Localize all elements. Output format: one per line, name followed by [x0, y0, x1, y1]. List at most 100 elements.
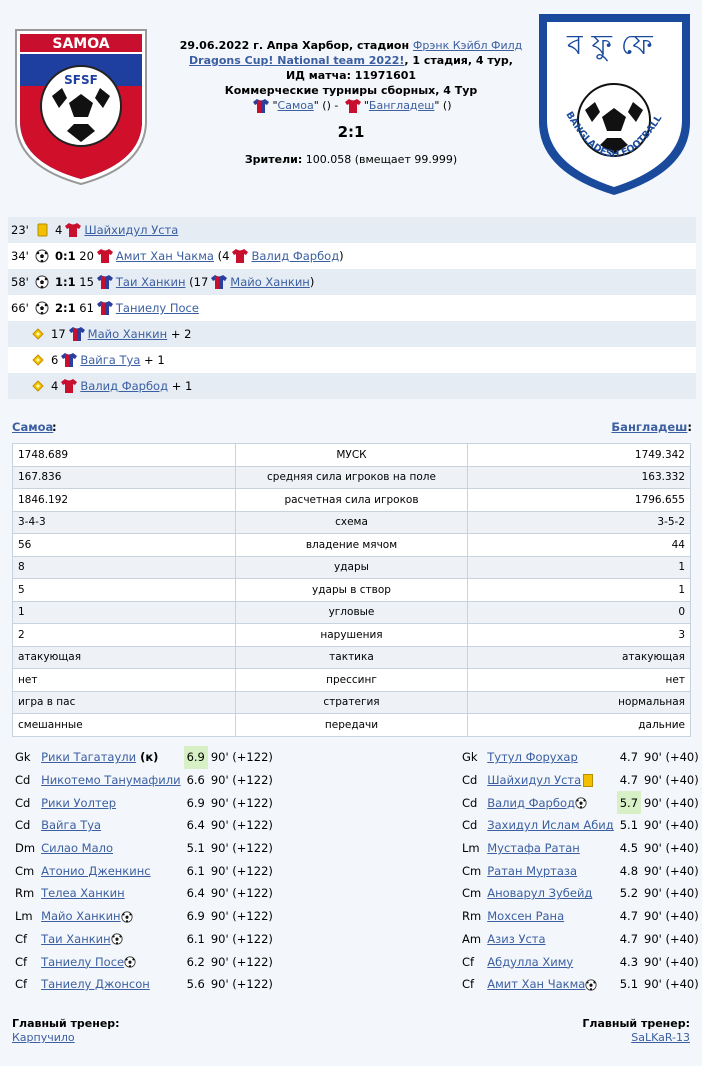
player-rating: 6.9	[183, 746, 208, 769]
event-player-link[interactable]: Таниелу Посе	[115, 301, 199, 315]
event-score: 2:1	[55, 301, 76, 315]
player-minutes: 90' (+40)	[644, 841, 699, 856]
player-name-link[interactable]: Шайхидул Уста	[487, 773, 582, 788]
stat-home-value: 1	[12, 600, 236, 624]
player-name-link[interactable]: Амит Хан Чакма	[487, 977, 586, 992]
player-name-link[interactable]: Азиз Уста	[487, 931, 546, 946]
away-coach: Главный тренер: SaLKaR-13	[582, 1017, 690, 1045]
event-player-link[interactable]: Майо Ханкин	[87, 327, 168, 341]
stat-label: схема	[234, 510, 469, 534]
player-name-link[interactable]: Атонио Дженкинс	[41, 863, 151, 878]
player-name-link[interactable]: Ратан Муртаза	[487, 863, 578, 878]
player-minutes: 90' (+40)	[644, 954, 699, 969]
player-minutes: 90' (+122)	[210, 954, 273, 969]
player-name-link[interactable]: Майо Ханкин	[41, 909, 121, 924]
away-team-title[interactable]: Бангладеш	[611, 420, 688, 434]
player-minutes: 90' (+40)	[644, 863, 699, 878]
player-position: Cd	[15, 818, 31, 833]
player-name-link[interactable]: Таниелу Посе	[41, 954, 125, 969]
stat-row: игра в пас стратегия нормальная	[12, 690, 691, 714]
player-position: Cm	[462, 886, 482, 901]
player-name-link[interactable]: Захидул Ислам Абид	[487, 818, 614, 833]
assist-shirt-icon	[232, 249, 249, 263]
stat-row: 56 владение мячом 44	[12, 533, 691, 557]
player-position: Rm	[15, 886, 35, 901]
player-shirt-icon	[96, 275, 113, 289]
event-player-number: 4	[51, 379, 59, 393]
home-coach-label: Главный тренер:	[12, 1017, 120, 1030]
event-player-link[interactable]: Таи Ханкин	[115, 275, 186, 289]
attendance-label: Зрители:	[244, 153, 303, 166]
player-position: Cm	[462, 863, 482, 878]
player-minutes: 90' (+40)	[644, 795, 699, 810]
event-row: 66' 2:1 61 Таниелу Посе	[8, 295, 696, 321]
bangladesh-team-logo[interactable]: ব ফু ফে BANGLADESH FOOTBALL FEDERATION	[537, 12, 692, 197]
event-row: 17 Майо Ханкин + 2	[8, 321, 696, 347]
lineup-row: Cf Таниелу Джонсон 5.6 90' (+122)	[12, 973, 276, 996]
assist-player-link[interactable]: Майо Ханкин	[230, 275, 310, 289]
cup-link[interactable]: Dragons Cup! National team 2022!	[189, 54, 405, 67]
assist-player-link[interactable]: Валид Фарбод	[251, 249, 340, 263]
event-row: 4 Валид Фарбод + 1	[8, 373, 696, 399]
player-name-link[interactable]: Вайга Туа	[41, 818, 102, 833]
match-date-venue: 29.06.2022 г. Апра Харбор, стадион	[179, 39, 413, 52]
player-name-link[interactable]: Абдулла Химу	[487, 954, 574, 969]
player-name-link[interactable]: Мустафа Ратан	[487, 841, 580, 856]
goal-ball-icon	[124, 956, 136, 968]
stat-home-value: 8	[12, 555, 236, 579]
player-name-link[interactable]: Силао Мало	[41, 841, 114, 856]
player-minutes: 90' (+122)	[210, 909, 273, 924]
event-player-link[interactable]: Валид Фарбод	[80, 379, 169, 393]
stadium-link[interactable]: Фрэнк Кэйбл Филд	[412, 39, 523, 52]
player-name-link[interactable]: Рики Тагатаули	[41, 750, 137, 765]
lineup-row: Cm Ановарул Зубейд 5.2 90' (+40)	[459, 882, 702, 905]
stat-home-value: 56	[12, 533, 236, 557]
event-row: 34' 0:1 20 Амит Хан Чакма (4 Валид Фарбод)	[8, 243, 696, 269]
stat-row: атакующая тактика атакующая	[12, 645, 691, 669]
star-icon	[32, 328, 44, 340]
star-icon	[32, 354, 44, 366]
lineup-row: Dm Силао Мало 5.1 90' (+122)	[12, 837, 276, 860]
player-minutes: 90' (+122)	[210, 841, 273, 856]
home-coach-link[interactable]: Карпучило	[12, 1031, 75, 1044]
event-row: 58' 1:1 15 Таи Ханкин (17 Майо Ханкин)	[8, 269, 696, 295]
lineup-row: Cm Атонио Дженкинс 6.1 90' (+122)	[12, 859, 276, 882]
lineup-row: Lm Мустафа Ратан 4.5 90' (+40)	[459, 837, 702, 860]
away-coach-link[interactable]: SaLKaR-13	[631, 1031, 690, 1044]
player-name-link[interactable]: Тутул Форухар	[487, 750, 578, 765]
player-name-link[interactable]: Никотемо Танумафили	[41, 773, 181, 788]
player-name-link[interactable]: Таниелу Джонсон	[41, 977, 150, 992]
yellow-card-icon	[583, 774, 594, 788]
event-player-link[interactable]: Амит Хан Чакма	[115, 249, 214, 263]
event-player-link[interactable]: Вайга Туа	[80, 353, 141, 367]
svg-text:SFSF: SFSF	[64, 73, 98, 87]
player-position: Lm	[462, 841, 480, 856]
player-name-link[interactable]: Рики Уолтер	[41, 795, 117, 810]
samoa-team-logo[interactable]: SAMOA SFSF	[12, 26, 150, 186]
svg-text:SAMOA: SAMOA	[52, 36, 109, 52]
away-team-link[interactable]: Бангладеш	[368, 99, 435, 112]
player-minutes: 90' (+122)	[210, 863, 273, 878]
lineup-row: Cd Валид Фарбод 5.7 90' (+40)	[459, 791, 702, 815]
match-score: 2:1	[337, 123, 365, 141]
player-name-link[interactable]: Валид Фарбод	[487, 795, 575, 810]
stat-row: 1846.192 расчетная сила игроков 1796.655	[12, 488, 691, 512]
player-name-link[interactable]: Ановарул Зубейд	[487, 886, 593, 901]
player-name-link[interactable]: Мохсен Рана	[487, 909, 565, 924]
home-team-link[interactable]: Самоа	[277, 99, 314, 112]
tournament-name: Коммерческие турниры сборных, 4 Тур	[224, 84, 478, 97]
home-team-title[interactable]: Самоа	[12, 420, 54, 434]
player-rating: 6.9	[186, 909, 205, 924]
player-name-link[interactable]: Таи Ханкин	[41, 931, 111, 946]
player-shirt-icon	[68, 327, 85, 341]
event-player-link[interactable]: Шайхидул Уста	[84, 223, 179, 237]
player-minutes: 90' (+40)	[644, 886, 699, 901]
player-position: Cf	[462, 977, 475, 992]
match-stats-table: 1748.689 МУСК 1749.342 167.836 средняя сила …	[12, 443, 691, 737]
stat-away-value: 1	[467, 578, 691, 602]
event-player-number: 20	[79, 249, 94, 263]
lineup-row: Cd Рики Уолтер 6.9 90' (+122)	[12, 791, 276, 814]
svg-text:ব ফু ফে: ব ফু ফে	[566, 28, 653, 61]
player-name-link[interactable]: Телеа Ханкин	[41, 886, 125, 901]
player-position: Dm	[15, 841, 36, 856]
